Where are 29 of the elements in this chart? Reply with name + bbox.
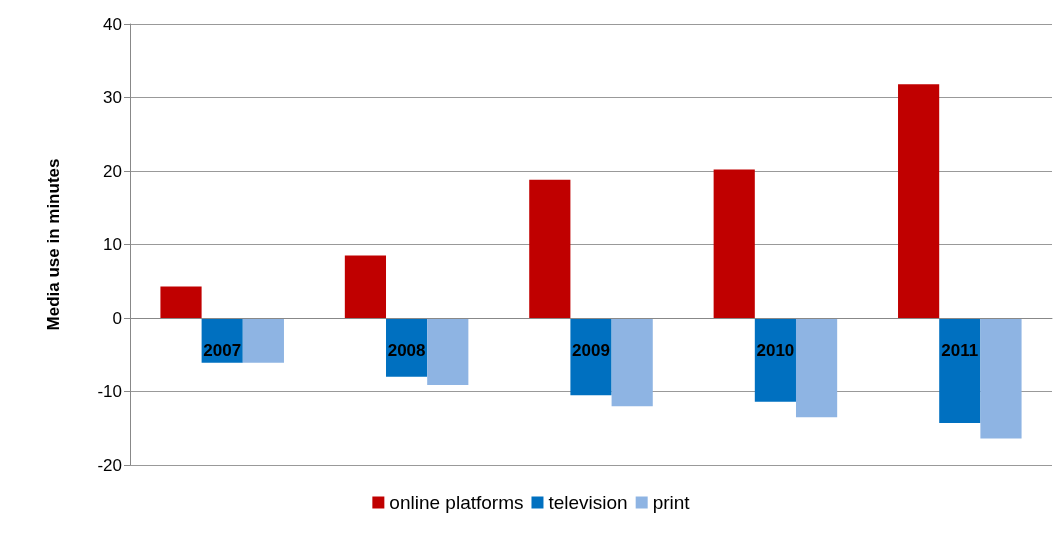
- bar: [611, 318, 653, 407]
- legend-label: online platforms: [389, 492, 524, 513]
- x-tick-label: 2010: [756, 341, 795, 360]
- bar: [344, 255, 387, 318]
- x-tick-label: 2009: [572, 341, 610, 360]
- y-tick-label: 30: [103, 88, 122, 107]
- bar: [980, 318, 1022, 439]
- y-tick-label: 40: [103, 14, 122, 34]
- x-tick-label: 2011: [941, 341, 979, 360]
- bar: [427, 318, 469, 385]
- y-tick-label: 0: [112, 308, 122, 328]
- legend-label: television: [548, 492, 628, 513]
- bar: [242, 318, 284, 363]
- bar: [570, 318, 612, 396]
- bar: [795, 318, 838, 418]
- y-tick-label: -20: [97, 455, 122, 475]
- legend-label: print: [652, 492, 691, 513]
- y-axis-title: Media use in minutes: [44, 158, 63, 331]
- x-tick-label: 2008: [387, 341, 426, 360]
- bar: [898, 84, 940, 318]
- x-tick-label: 2007: [203, 341, 242, 360]
- y-tick-label: 10: [103, 235, 122, 254]
- bar: [713, 169, 755, 318]
- bar: [160, 286, 202, 318]
- y-tick-label: 20: [103, 161, 122, 181]
- y-tick-label: -10: [97, 382, 122, 401]
- bar: [939, 318, 981, 424]
- bar: [529, 179, 571, 318]
- bar: [754, 318, 796, 402]
